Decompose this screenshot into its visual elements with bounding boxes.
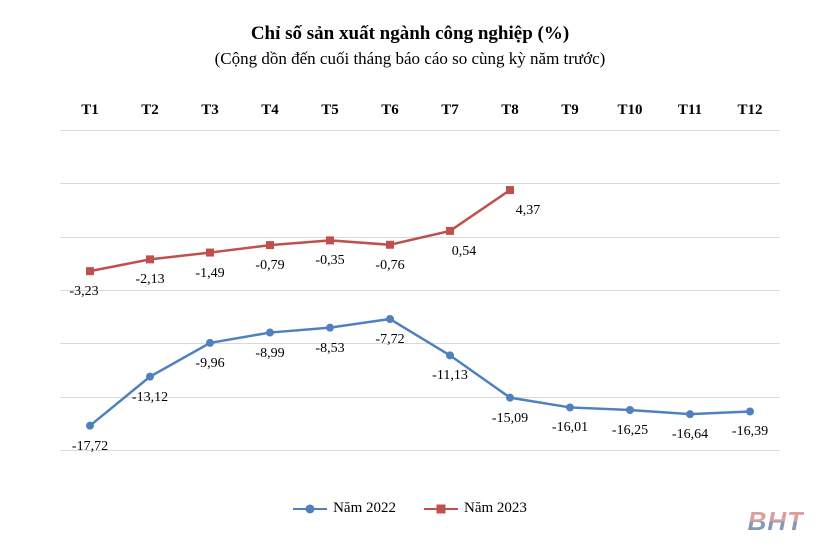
data-point-label: -16,39: [732, 425, 768, 439]
data-point-label: -13,12: [132, 391, 168, 405]
legend-swatch: [293, 502, 327, 516]
data-point-label: -3,23: [69, 285, 98, 299]
data-point-label: -0,79: [255, 259, 284, 273]
data-point-label: -9,96: [195, 357, 224, 371]
legend-label: Năm 2023: [464, 500, 527, 517]
data-point-label: -1,49: [195, 267, 224, 281]
series-marker: [446, 351, 454, 359]
series-marker: [326, 236, 334, 244]
data-point-label: 0,54: [452, 245, 477, 259]
series-marker: [506, 186, 514, 194]
series-marker: [446, 227, 454, 235]
series-marker: [86, 267, 94, 275]
data-point-label: -7,72: [375, 333, 404, 347]
series-marker: [326, 324, 334, 332]
plot-lines-svg: [0, 0, 820, 547]
data-point-label: -8,53: [315, 342, 344, 356]
series-marker: [86, 422, 94, 430]
series-marker: [206, 339, 214, 347]
chart-container: Chỉ số sản xuất ngành công nghiệp (%) (C…: [0, 0, 820, 547]
data-point-label: -16,64: [672, 428, 708, 442]
data-point-label: -16,01: [552, 421, 588, 435]
data-point-label: -2,13: [135, 273, 164, 287]
series-marker: [386, 315, 394, 323]
data-point-label: -0,35: [315, 254, 344, 268]
legend-swatch: [424, 502, 458, 516]
series-marker: [206, 249, 214, 257]
series-marker: [386, 241, 394, 249]
legend: Năm 2022 Năm 2023: [0, 500, 820, 521]
series-marker: [146, 255, 154, 263]
data-point-label: 4,37: [516, 204, 541, 218]
series-marker: [266, 241, 274, 249]
series-marker: [626, 406, 634, 414]
series-marker: [266, 329, 274, 337]
data-point-label: -11,13: [432, 369, 468, 383]
series-line: [90, 319, 750, 426]
legend-item: Năm 2023: [424, 500, 527, 517]
series-marker: [566, 403, 574, 411]
series-marker: [146, 373, 154, 381]
data-point-label: -17,72: [72, 440, 108, 454]
legend-label: Năm 2022: [333, 500, 396, 517]
data-point-label: -15,09: [492, 412, 528, 426]
legend-item: Năm 2022: [293, 500, 396, 517]
data-point-label: -16,25: [612, 424, 648, 438]
data-point-label: -8,99: [255, 347, 284, 361]
data-point-label: -0,76: [375, 259, 404, 273]
series-marker: [686, 410, 694, 418]
series-marker: [746, 407, 754, 415]
watermark-logo: BHT: [748, 506, 804, 537]
series-marker: [506, 394, 514, 402]
